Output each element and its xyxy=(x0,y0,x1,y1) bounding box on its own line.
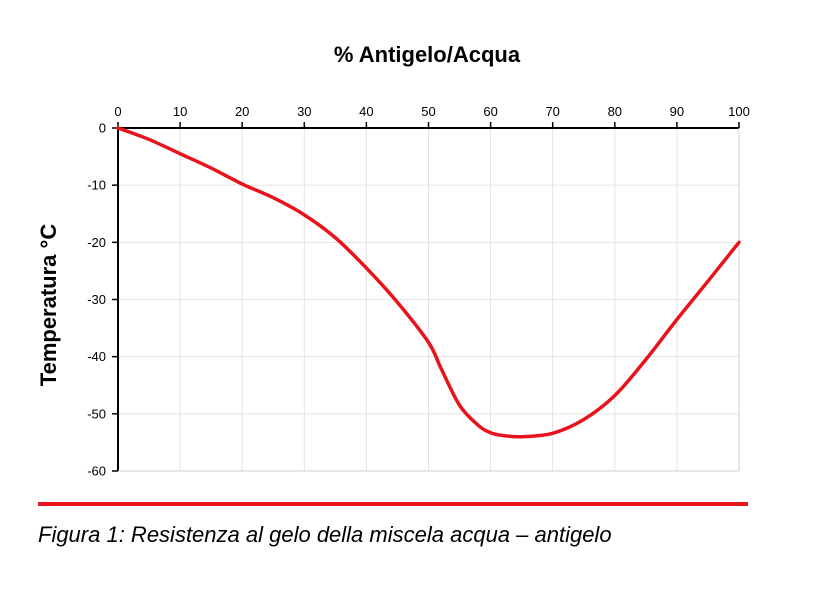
tick-labels: 0 10 20 30 40 50 60 70 80 90 100 0 -10 -20 -30 -40 -50 -6… xyxy=(87,104,750,479)
x-tick-label: 70 xyxy=(545,104,559,119)
y-tick-label: -10 xyxy=(87,178,106,193)
caption-divider xyxy=(38,502,748,506)
x-tick-label: 20 xyxy=(235,104,249,119)
x-tick-label: 60 xyxy=(483,104,497,119)
x-tick-label: 40 xyxy=(359,104,373,119)
x-axis-title: % Antigelo/Acqua xyxy=(334,42,521,67)
y-tick-label: -30 xyxy=(87,292,106,307)
series-layer xyxy=(116,126,741,439)
y-tick-label: -20 xyxy=(87,235,106,250)
y-tick-label: -40 xyxy=(87,349,106,364)
x-tick-label: 30 xyxy=(297,104,311,119)
figure-caption: Figura 1: Resistenza al gelo della misce… xyxy=(38,522,612,547)
y-axis-title: Temperatura °C xyxy=(36,224,61,387)
x-tick-label: 90 xyxy=(670,104,684,119)
x-tick-label: 10 xyxy=(173,104,187,119)
x-tick-label: 50 xyxy=(421,104,435,119)
y-tick-label: 0 xyxy=(99,121,106,136)
y-tick-label: -60 xyxy=(87,464,106,479)
y-tick-label: -50 xyxy=(87,406,106,421)
axes xyxy=(112,122,740,472)
grid xyxy=(118,128,740,472)
x-tick-label: 100 xyxy=(728,104,750,119)
x-tick-label: 80 xyxy=(608,104,622,119)
series-line xyxy=(116,126,741,439)
x-tick-label: 0 xyxy=(114,104,121,119)
